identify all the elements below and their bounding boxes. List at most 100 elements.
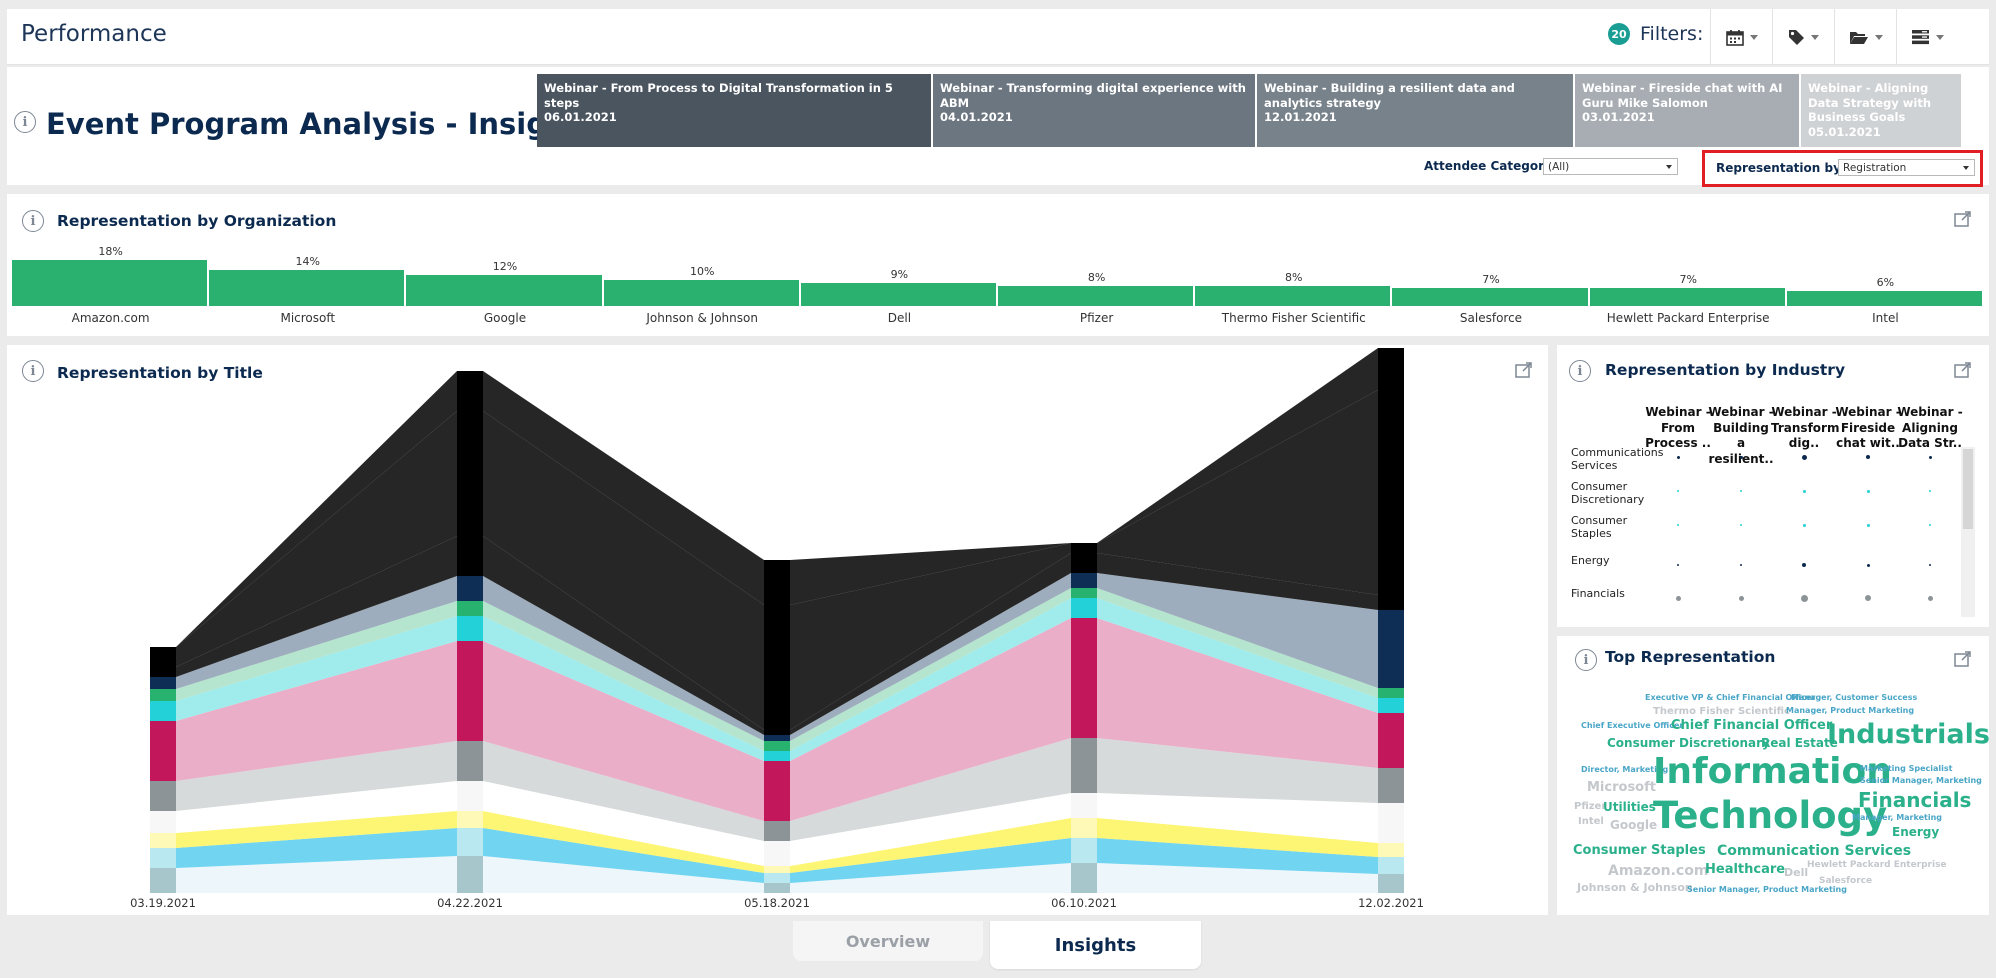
word-cloud-term[interactable]: Senior Manager, Product Marketing xyxy=(1687,885,1847,894)
stack-bar-segment[interactable] xyxy=(1071,573,1097,588)
industry-dot[interactable] xyxy=(1866,523,1870,527)
stack-bar-segment[interactable] xyxy=(1378,874,1404,893)
stack-bar-segment[interactable] xyxy=(1378,698,1404,713)
info-icon[interactable]: i xyxy=(14,111,36,133)
stack-bar-segment[interactable] xyxy=(1378,803,1404,843)
stack-bar-segment[interactable] xyxy=(1378,595,1404,610)
expand-icon[interactable] xyxy=(1954,651,1972,667)
industry-dot[interactable] xyxy=(1866,455,1870,459)
stack-bar-segment[interactable] xyxy=(457,828,483,856)
expand-icon[interactable] xyxy=(1954,211,1972,227)
info-icon[interactable]: i xyxy=(1569,360,1591,382)
industry-dot[interactable] xyxy=(1927,595,1933,601)
industry-dot[interactable] xyxy=(1802,563,1806,567)
stack-bar-segment[interactable] xyxy=(150,689,176,701)
info-icon[interactable]: i xyxy=(22,360,44,382)
word-cloud-term[interactable]: Industrials xyxy=(1827,719,1990,750)
org-bar-item[interactable]: 7% Salesforce xyxy=(1392,194,1589,336)
attendee-category-select[interactable]: (All) xyxy=(1543,158,1678,175)
word-cloud-term[interactable]: Hewlett Packard Enterprise xyxy=(1807,860,1947,870)
stack-bar-segment[interactable] xyxy=(1378,610,1404,688)
word-cloud-term[interactable]: Consumer Discretionary xyxy=(1607,736,1770,750)
webinar-tile[interactable]: Webinar - Transforming digital experienc… xyxy=(933,74,1255,147)
word-cloud-term[interactable]: Communication Services xyxy=(1717,843,1912,859)
stack-bar-segment[interactable] xyxy=(1378,857,1404,874)
word-cloud-term[interactable]: Technology xyxy=(1653,794,1888,837)
stack-bar-segment[interactable] xyxy=(764,735,790,741)
industry-dot[interactable] xyxy=(1676,455,1680,459)
webinar-tile[interactable]: Webinar - From Process to Digital Transf… xyxy=(537,74,931,147)
industry-dot[interactable] xyxy=(1866,563,1870,567)
word-cloud-term[interactable]: Energy xyxy=(1892,825,1940,839)
stack-bar-segment[interactable] xyxy=(150,677,176,689)
info-icon[interactable]: i xyxy=(1575,649,1597,671)
scrollbar-thumb[interactable] xyxy=(1963,449,1973,529)
org-bar-item[interactable]: 14% Microsoft xyxy=(209,194,406,336)
stack-bar-segment[interactable] xyxy=(1071,793,1097,818)
word-cloud-term[interactable]: Consumer Staples xyxy=(1573,843,1706,858)
stack-bar-segment[interactable] xyxy=(764,873,790,883)
word-cloud-term[interactable]: Financials xyxy=(1858,788,1972,812)
industry-dot[interactable] xyxy=(1865,595,1871,601)
word-cloud-term[interactable]: Chief Financial Officer xyxy=(1671,718,1833,733)
industry-dot[interactable] xyxy=(1802,523,1806,527)
stack-bar-segment[interactable] xyxy=(764,841,790,866)
stack-bar-segment[interactable] xyxy=(1071,738,1097,793)
industry-dot[interactable] xyxy=(1677,564,1679,566)
stack-bar-segment[interactable] xyxy=(1071,543,1097,553)
tag-filter-button[interactable] xyxy=(1772,9,1834,65)
info-icon[interactable]: i xyxy=(22,210,44,232)
word-cloud-term[interactable]: Real Estate xyxy=(1761,736,1838,750)
word-cloud-term[interactable]: Information xyxy=(1653,751,1892,792)
industry-dot[interactable] xyxy=(1738,595,1744,601)
word-cloud-term[interactable]: Marketing Specialist xyxy=(1860,764,1953,773)
stack-bar-segment[interactable] xyxy=(150,701,176,721)
industry-dot[interactable] xyxy=(1801,454,1807,460)
stack-bar-segment[interactable] xyxy=(1378,843,1404,857)
date-filter-button[interactable] xyxy=(1710,9,1772,65)
word-cloud-term[interactable]: Utilities xyxy=(1603,800,1656,814)
word-cloud-term[interactable]: Chief Executive Officer xyxy=(1581,721,1684,730)
stack-bar-segment[interactable] xyxy=(1071,598,1097,618)
stack-bar-segment[interactable] xyxy=(150,667,176,677)
webinar-tile[interactable]: Webinar - Aligning Data Strategy with Bu… xyxy=(1801,74,1961,147)
stack-bar-segment[interactable] xyxy=(764,761,790,821)
stack-bar-segment[interactable] xyxy=(457,741,483,781)
stack-bar-segment[interactable] xyxy=(457,536,483,576)
webinar-tile[interactable]: Webinar - Building a resilient data and … xyxy=(1257,74,1573,147)
stack-bar-segment[interactable] xyxy=(457,576,483,601)
word-cloud-term[interactable]: Senior Manager, Marketing xyxy=(1860,776,1982,785)
stack-bar-segment[interactable] xyxy=(764,883,790,893)
word-cloud-term[interactable]: Salesforce xyxy=(1819,876,1873,886)
stack-bar-segment[interactable] xyxy=(1071,818,1097,838)
org-bar-item[interactable]: 8% Thermo Fisher Scientific xyxy=(1195,194,1392,336)
word-cloud-term[interactable]: Dell xyxy=(1784,866,1809,879)
industry-dot[interactable] xyxy=(1677,524,1679,526)
stack-bar-segment[interactable] xyxy=(457,641,483,741)
tab-overview[interactable]: Overview xyxy=(793,921,983,961)
stack-bar-segment[interactable] xyxy=(1071,553,1097,573)
industry-dot[interactable] xyxy=(1740,490,1742,492)
folder-filter-button[interactable] xyxy=(1834,9,1896,65)
word-cloud-term[interactable]: Intel xyxy=(1578,816,1604,827)
stack-bar-segment[interactable] xyxy=(457,616,483,641)
stack-bar-segment[interactable] xyxy=(1071,618,1097,738)
scrollbar-track[interactable] xyxy=(1961,447,1975,617)
word-cloud-term[interactable]: Amazon.com xyxy=(1608,863,1709,879)
stack-bar-segment[interactable] xyxy=(150,868,176,893)
word-cloud-term[interactable]: Executive VP & Chief Financial Officer xyxy=(1645,693,1816,702)
word-cloud-term[interactable]: Pfizer xyxy=(1574,801,1607,812)
stack-bar-segment[interactable] xyxy=(457,856,483,893)
industry-dot[interactable] xyxy=(1802,489,1806,493)
industry-dot[interactable] xyxy=(1677,490,1679,492)
stack-bar-segment[interactable] xyxy=(764,560,790,605)
stack-bar-segment[interactable] xyxy=(764,821,790,841)
word-cloud-term[interactable]: Healthcare xyxy=(1705,862,1786,877)
word-cloud-term[interactable]: Johnson & Johnson xyxy=(1577,881,1693,894)
stack-bar-segment[interactable] xyxy=(1071,863,1097,893)
stack-bar-segment[interactable] xyxy=(1071,588,1097,598)
stack-bar-segment[interactable] xyxy=(1378,688,1404,698)
industry-dot[interactable] xyxy=(1928,455,1932,459)
industry-dot[interactable] xyxy=(1929,524,1931,526)
org-bar-item[interactable]: 18% Amazon.com xyxy=(12,194,209,336)
